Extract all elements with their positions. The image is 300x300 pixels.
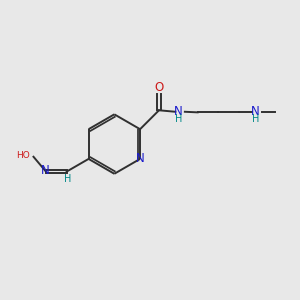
Text: N: N <box>136 152 144 165</box>
Text: N: N <box>41 164 50 178</box>
Text: HO: HO <box>16 151 30 160</box>
Text: H: H <box>64 174 72 184</box>
Text: N: N <box>251 105 260 118</box>
Text: O: O <box>154 81 164 94</box>
Text: H: H <box>253 115 260 124</box>
Text: N: N <box>174 105 183 118</box>
Text: H: H <box>175 114 183 124</box>
